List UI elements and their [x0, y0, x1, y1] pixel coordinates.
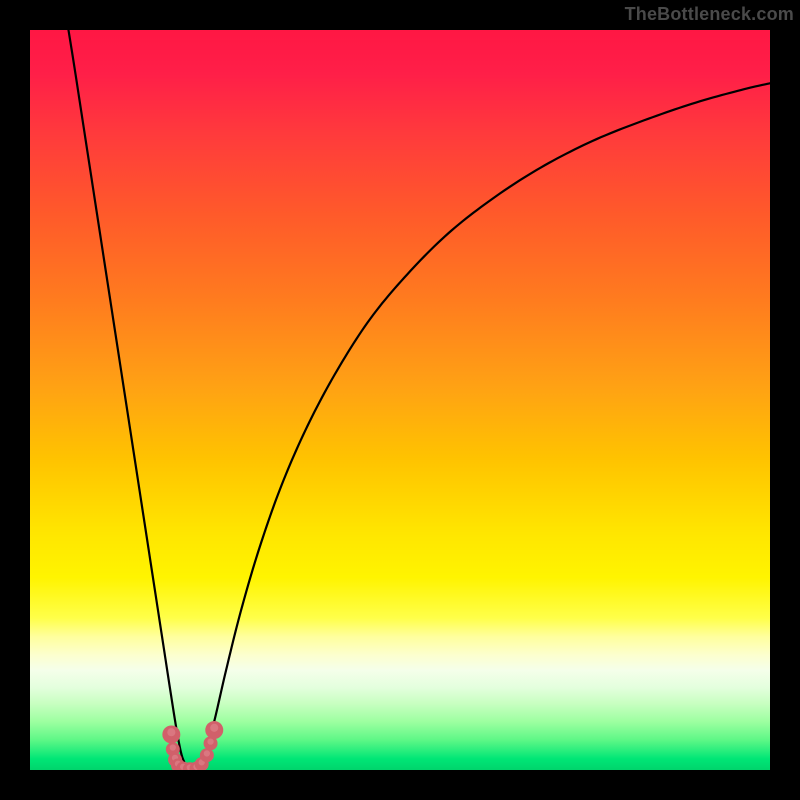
- data-marker-highlight: [204, 750, 210, 756]
- data-marker-highlight: [207, 738, 213, 744]
- bottleneck-curve-chart: [0, 0, 800, 800]
- watermark-text: TheBottleneck.com: [625, 4, 794, 25]
- data-marker-highlight: [170, 744, 176, 750]
- gradient-background: [30, 30, 770, 770]
- data-marker-highlight: [167, 728, 175, 736]
- data-marker-highlight: [210, 724, 218, 732]
- chart-frame: TheBottleneck.com: [0, 0, 800, 800]
